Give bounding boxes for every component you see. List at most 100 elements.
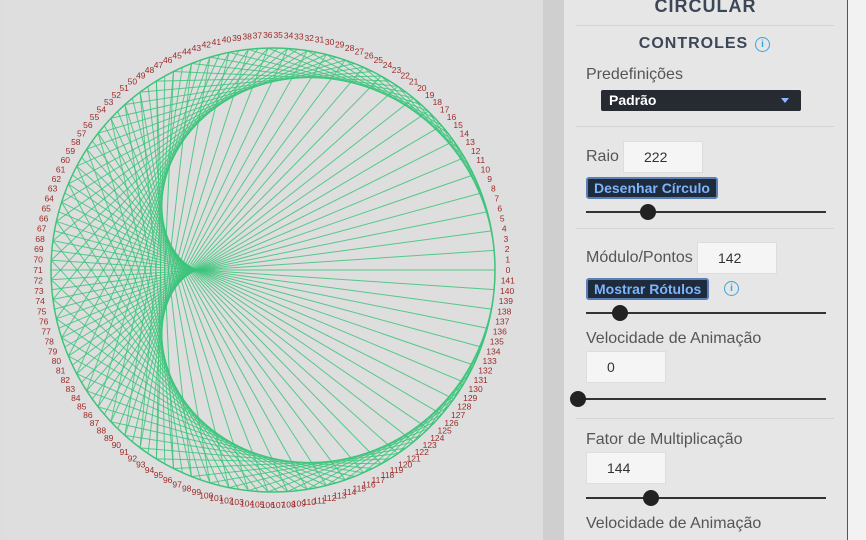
point-label: 2: [505, 244, 510, 254]
chord-line: [97, 54, 327, 408]
chord-line: [58, 211, 465, 383]
chord-line: [76, 165, 399, 454]
radius-slider-thumb[interactable]: [640, 204, 657, 220]
point-label: 107: [271, 500, 285, 510]
point-label: 68: [35, 234, 45, 244]
point-label: 61: [56, 164, 66, 174]
controls-info-icon[interactable]: i: [755, 37, 770, 52]
multiplier-input[interactable]: 144: [586, 452, 666, 484]
radius-input[interactable]: 222: [623, 141, 703, 173]
page-scrollbar[interactable]: [847, 0, 866, 540]
point-label: 25: [374, 55, 384, 65]
point-label: 106: [261, 500, 275, 510]
multiplier-slider-track[interactable]: [586, 497, 826, 499]
point-label: 42: [202, 40, 212, 50]
chord-line: [76, 373, 327, 486]
point-label: 46: [163, 55, 173, 65]
chord-line: [156, 75, 382, 82]
point-label: 40: [222, 35, 232, 45]
point-label: 113: [333, 490, 347, 500]
chord-line: [228, 51, 414, 99]
chord-line: [52, 240, 259, 492]
modulus-input[interactable]: 142: [697, 242, 777, 274]
draw-circle-button[interactable]: Desenhar Círculo: [586, 177, 718, 199]
point-label: 128: [457, 401, 471, 411]
point-label: 141: [501, 275, 515, 285]
point-label: 10: [481, 164, 491, 174]
point-label: 120: [398, 459, 412, 469]
point-label: 34: [284, 31, 294, 41]
point-label: 59: [66, 146, 76, 156]
presets-select[interactable]: Padrão: [601, 90, 801, 111]
circle-visualization: 0123456789101112131415161718192021222324…: [33, 30, 515, 510]
point-label: 11: [476, 155, 485, 165]
modulus-slider-track[interactable]: [586, 312, 826, 314]
labels-info-icon[interactable]: i: [724, 281, 739, 296]
point-label: 79: [48, 347, 58, 357]
point-label: 116: [362, 480, 376, 490]
radius-slider-track[interactable]: [586, 211, 826, 213]
point-label: 80: [52, 356, 62, 366]
chord-line: [110, 118, 192, 477]
point-label: 90: [112, 440, 122, 450]
point-label: 67: [37, 224, 47, 234]
presets-label: Predefinições: [586, 66, 683, 83]
point-label: 55: [90, 112, 100, 122]
point-label: 53: [104, 97, 114, 107]
chord-line: [56, 318, 298, 492]
point-label: 137: [495, 317, 509, 327]
point-label: 139: [499, 296, 513, 306]
chord-line: [345, 59, 454, 142]
point-label: 89: [104, 433, 114, 443]
anim-speed-slider-thumb[interactable]: [570, 391, 586, 407]
chord-line: [97, 406, 346, 481]
chord-line: [110, 118, 289, 492]
point-label: 85: [77, 401, 87, 411]
point-label: 87: [90, 418, 100, 428]
point-label: 21: [409, 77, 419, 87]
anim-speed-slider-track[interactable]: [578, 398, 826, 400]
chord-line: [68, 110, 429, 357]
point-label: 63: [48, 184, 58, 194]
point-label: 3: [504, 234, 509, 244]
point-label: 50: [128, 77, 138, 87]
chord-line: [76, 86, 399, 375]
chord-line: [61, 140, 454, 339]
point-label: 123: [423, 440, 437, 450]
point-label: 115: [353, 484, 367, 494]
multiplier-slider-thumb[interactable]: [642, 490, 659, 506]
point-label: 35: [273, 30, 283, 40]
chord-line: [56, 174, 474, 320]
point-label: 133: [483, 356, 497, 366]
chord-line: [139, 71, 174, 448]
point-label: 140: [500, 286, 514, 296]
point-label: 75: [37, 306, 47, 316]
point-label: 1: [505, 255, 510, 265]
point-label: 93: [136, 459, 146, 469]
panel-gutter: [543, 0, 563, 540]
chord-line: [51, 230, 492, 291]
point-label: 119: [390, 465, 404, 475]
anim-speed-input[interactable]: 0: [586, 351, 666, 383]
chord-line: [51, 259, 495, 291]
point-label: 125: [438, 426, 452, 436]
chord-line: [124, 104, 249, 491]
chord-line: [72, 174, 414, 443]
point-label: 101: [209, 493, 223, 503]
chord-line: [267, 428, 429, 493]
point-label: 76: [39, 317, 49, 327]
point-label: 131: [474, 375, 488, 385]
chord-line: [64, 125, 442, 348]
chord-line: [61, 202, 240, 490]
point-label: 129: [463, 393, 477, 403]
chord-line: [139, 92, 174, 469]
chord-line: [97, 133, 202, 481]
point-label: 52: [112, 90, 122, 100]
show-labels-button[interactable]: Mostrar Rótulos: [586, 278, 710, 300]
modulus-slider-thumb[interactable]: [611, 305, 628, 321]
point-label: 72: [33, 275, 43, 285]
chord-line: [51, 249, 492, 310]
radius-label: Raio: [586, 148, 619, 165]
point-label: 18: [433, 97, 443, 107]
chord-line: [86, 149, 211, 484]
